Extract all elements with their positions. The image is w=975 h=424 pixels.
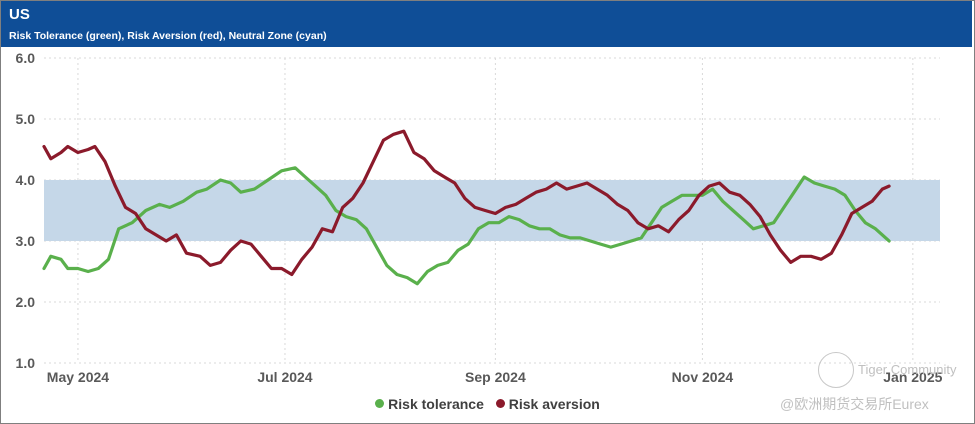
- legend: Risk tolerance Risk aversion: [0, 396, 975, 412]
- chart-subtitle: Risk Tolerance (green), Risk Aversion (r…: [9, 30, 327, 42]
- x-axis: May 2024 Jul 2024 Sep 2024 Nov 2024 Jan 2025: [47, 369, 943, 385]
- legend-dot-icon: [495, 399, 505, 408]
- watermark: Tiger Community @欧洲期货交易所Eurex: [780, 352, 968, 412]
- neutral-zone-layer: [44, 180, 940, 241]
- legend-item-risk-aversion[interactable]: Risk aversion: [495, 396, 600, 412]
- x-tick-label: Nov 2024: [672, 369, 734, 385]
- tiger-logo-icon: [818, 352, 854, 388]
- legend-item-risk-tolerance[interactable]: Risk tolerance: [375, 396, 484, 412]
- y-tick-label: 5.0: [16, 111, 36, 127]
- x-tick-label: Jan 2025: [883, 369, 942, 385]
- series-layer: [42, 129, 891, 286]
- legend-dot-icon: [375, 399, 385, 408]
- x-tick-label: May 2024: [47, 369, 109, 385]
- watermark-brand: Tiger Community: [858, 362, 957, 377]
- chart-title: US: [9, 6, 30, 23]
- risk-tolerance-line: [42, 166, 891, 286]
- y-axis: 1.0 2.0 3.0 4.0 5.0 6.0: [16, 50, 36, 371]
- x-tick-label: Sep 2024: [465, 369, 526, 385]
- watermark-source: @欧洲期货交易所Eurex: [780, 396, 929, 412]
- legend-label: Risk aversion: [508, 396, 600, 412]
- y-tick-label: 1.0: [16, 355, 36, 371]
- y-tick-label: 3.0: [16, 233, 36, 249]
- y-tick-label: 2.0: [16, 294, 36, 310]
- y-tick-label: 4.0: [16, 172, 36, 188]
- risk-aversion-line: [42, 129, 891, 277]
- legend-label: Risk tolerance: [388, 396, 484, 412]
- x-tick-label: Jul 2024: [257, 369, 312, 385]
- y-tick-label: 6.0: [16, 50, 36, 66]
- chart-header: US Risk Tolerance (green), Risk Aversion…: [1, 1, 972, 47]
- neutral-zone-band: [44, 180, 940, 241]
